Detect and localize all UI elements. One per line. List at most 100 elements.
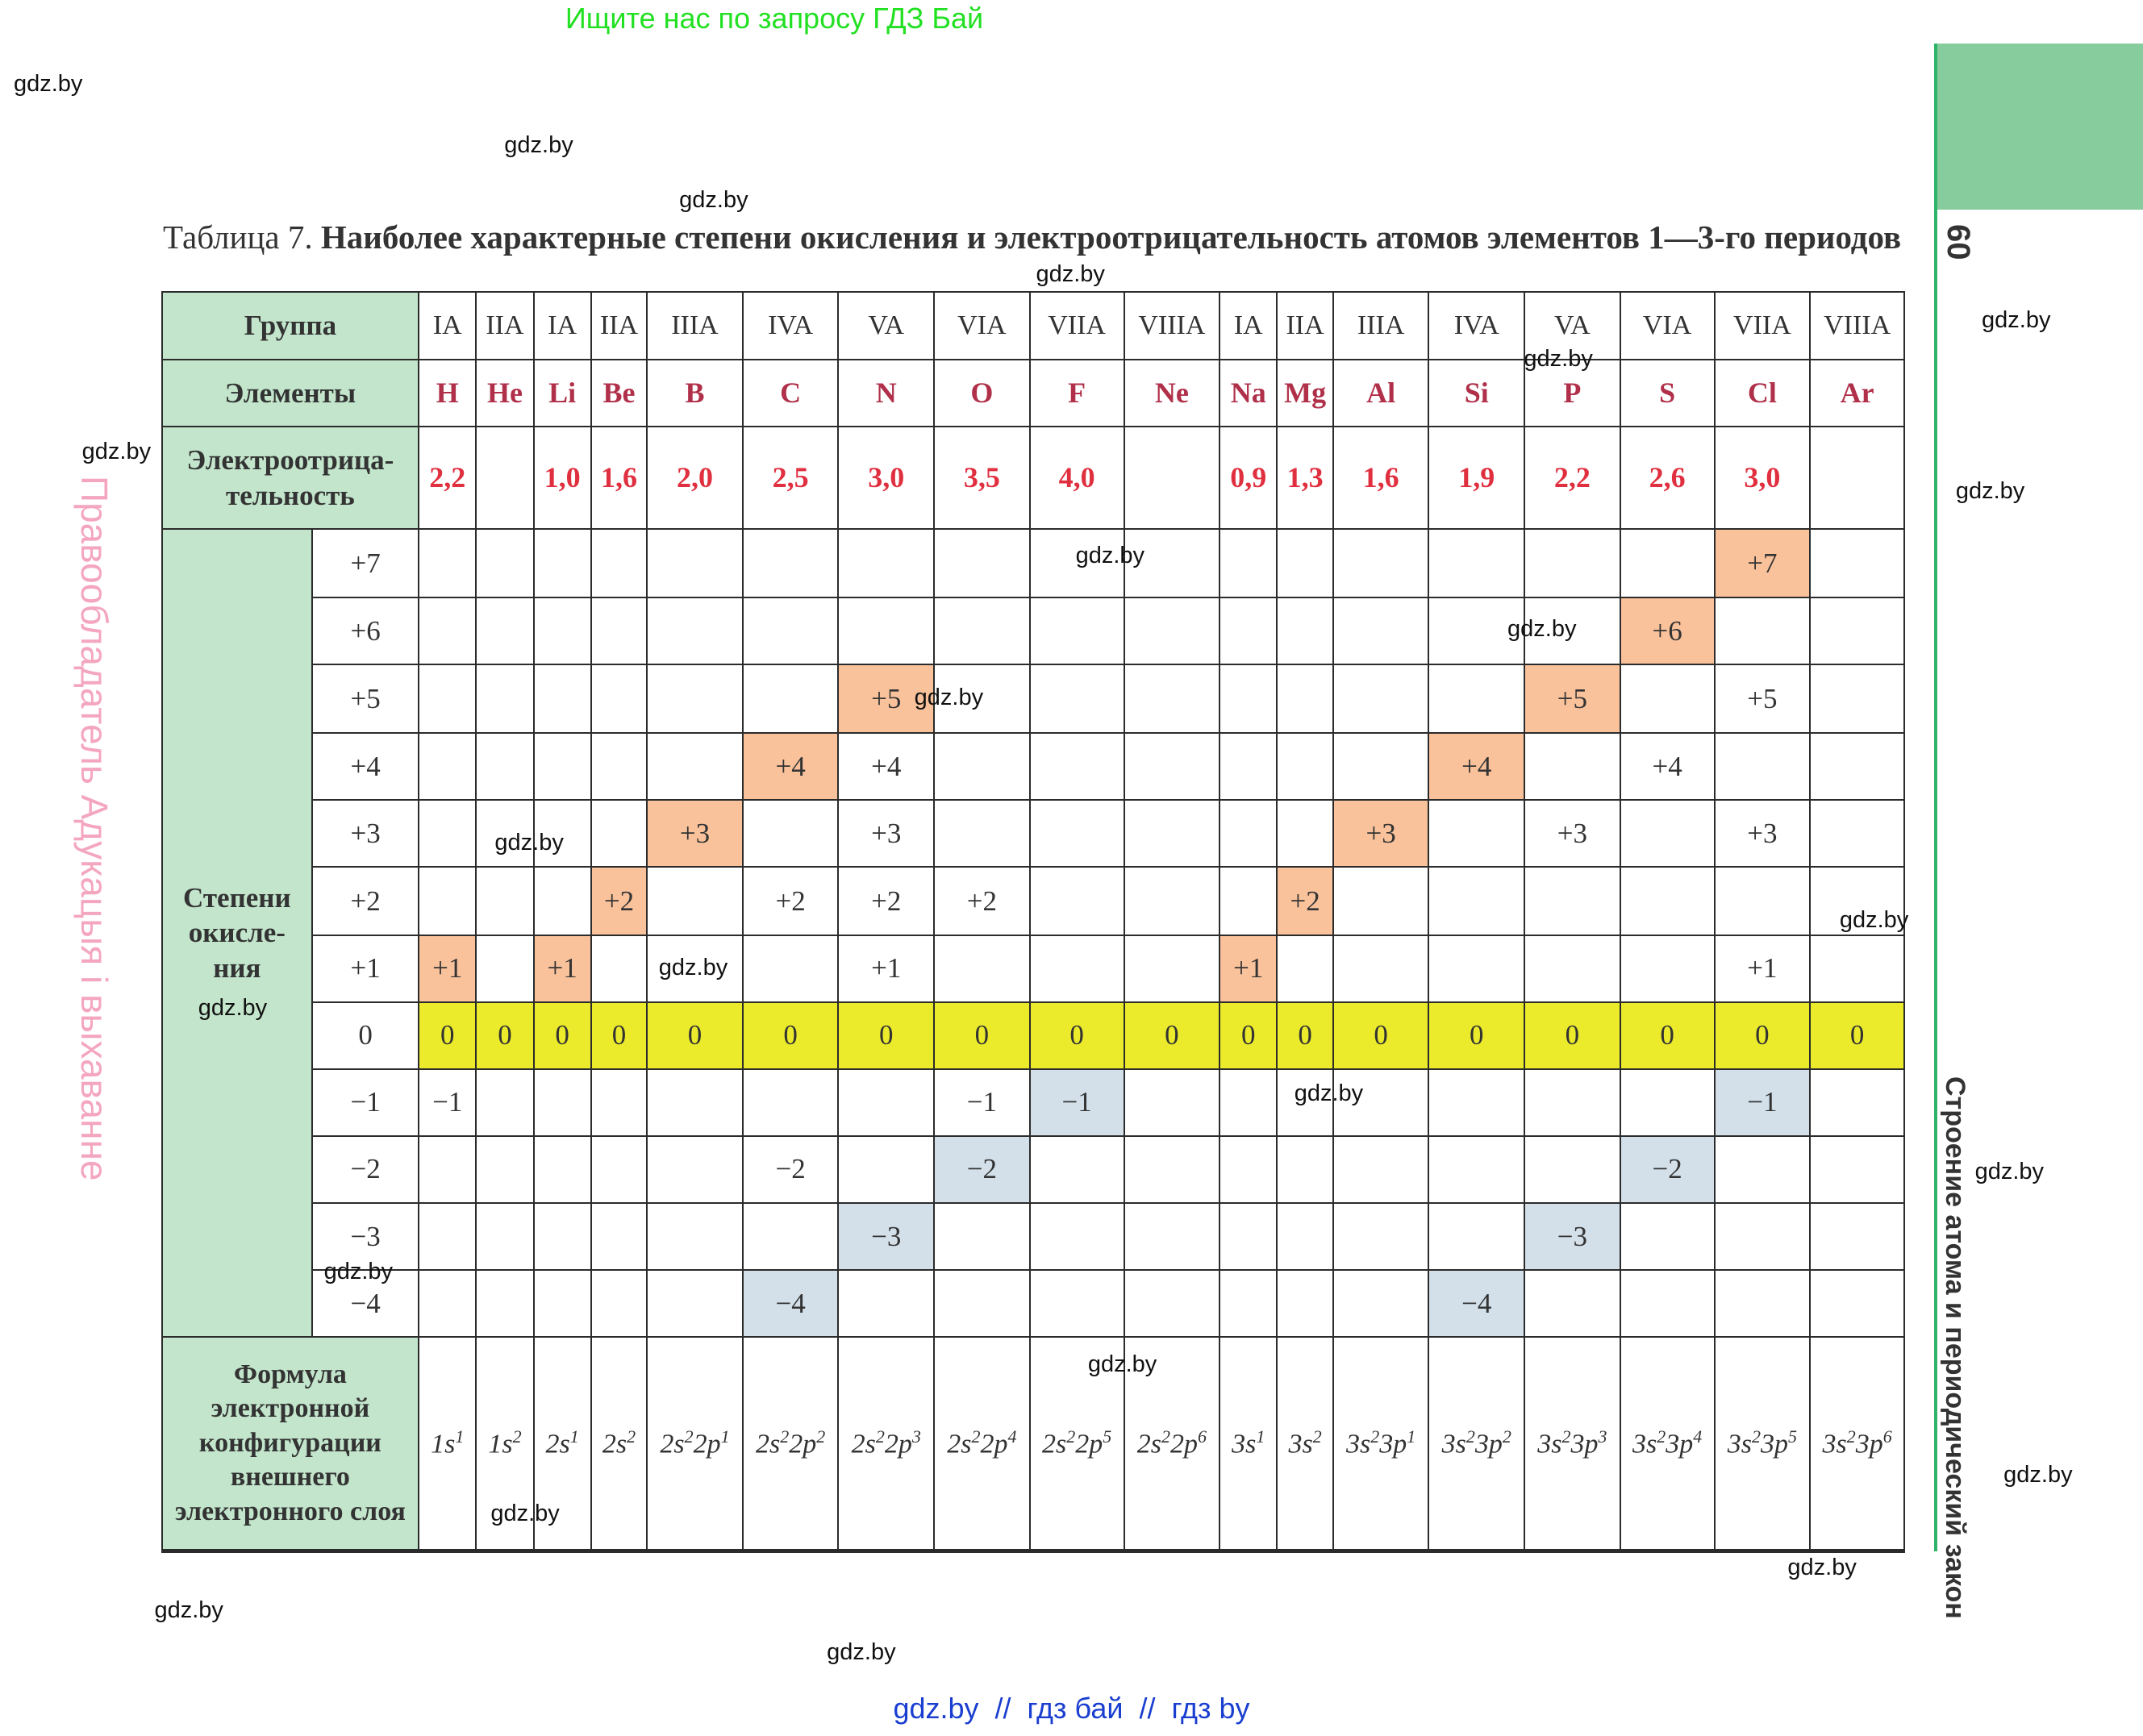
oxidation-cell bbox=[743, 1069, 840, 1137]
oxidation-cell bbox=[534, 530, 592, 599]
configuration-cell: 2s22p6 bbox=[1124, 1337, 1221, 1551]
oxidation-cell: +3 bbox=[1333, 800, 1430, 868]
oxidation-cell bbox=[1278, 530, 1334, 599]
electronegativity-cell: 2,2 bbox=[1525, 427, 1621, 531]
watermark: gdz.by bbox=[2003, 1462, 2073, 1488]
watermark: gdz.by bbox=[1075, 542, 1145, 568]
oxidation-cell bbox=[648, 733, 744, 801]
oxidation-cell: +4 bbox=[743, 733, 840, 801]
oxidation-cell bbox=[648, 598, 744, 666]
element-cell: P bbox=[1525, 360, 1621, 428]
oxidation-cell bbox=[1715, 733, 1812, 801]
watermark: gdz.by bbox=[658, 955, 728, 981]
footer-links[interactable]: gdz.by // гдз бай // гдз by bbox=[893, 1692, 1250, 1725]
orbital: 2p bbox=[693, 1429, 721, 1459]
oxidation-cell: +5 bbox=[1525, 665, 1621, 734]
electron-count: 4 bbox=[1693, 1426, 1703, 1447]
electron-count: 2 bbox=[1312, 1426, 1322, 1447]
oxidation-cell: 0 bbox=[935, 1002, 1031, 1070]
oxidation-cell: 0 bbox=[534, 1002, 592, 1070]
configuration: 3s2 bbox=[1288, 1426, 1321, 1462]
configuration: 2s22p4 bbox=[947, 1426, 1016, 1462]
oxidation-cell: +4 bbox=[1429, 733, 1526, 801]
oxidation-cell bbox=[1429, 1069, 1526, 1137]
element-cell: Si bbox=[1429, 360, 1526, 428]
oxidation-cell bbox=[477, 1270, 535, 1338]
oxidation-cell: +2 bbox=[1278, 868, 1334, 936]
oxidation-cell bbox=[839, 1270, 936, 1338]
element-cell: H bbox=[419, 360, 477, 428]
oxidation-cell bbox=[1429, 800, 1526, 868]
orbital: 2s bbox=[545, 1429, 570, 1459]
configuration-cell: 3s2 bbox=[1278, 1337, 1334, 1551]
oxidation-cell bbox=[648, 1069, 744, 1137]
oxidation-cell bbox=[1278, 1136, 1334, 1204]
oxidation-cell bbox=[1620, 530, 1716, 599]
oxidation-cell bbox=[419, 868, 477, 936]
watermark: gdz.by bbox=[1839, 907, 1909, 934]
orbital: 2s bbox=[851, 1429, 876, 1459]
oxidation-cell bbox=[477, 868, 535, 936]
oxidation-cell bbox=[1620, 1203, 1716, 1271]
group-cell: VA bbox=[1525, 292, 1621, 361]
configuration-cell: 3s23p4 bbox=[1620, 1337, 1716, 1551]
oxidation-cell: 0 bbox=[1124, 1002, 1221, 1070]
oxidation-label: +5 bbox=[313, 665, 420, 734]
oxidation-cell bbox=[1333, 1069, 1430, 1137]
element-cell: B bbox=[648, 360, 744, 428]
orbital: 2p bbox=[789, 1429, 817, 1459]
oxidation-cell bbox=[743, 1203, 840, 1271]
electron-count: 3 bbox=[1598, 1426, 1607, 1447]
oxidation-cell bbox=[1278, 1203, 1334, 1271]
oxidation-cell bbox=[1525, 868, 1621, 936]
orbital: 3p bbox=[1666, 1429, 1694, 1459]
orbital: 2s bbox=[756, 1429, 781, 1459]
electron-count: 1 bbox=[1407, 1426, 1416, 1447]
watermark: gdz.by bbox=[1507, 616, 1577, 643]
configuration-cell: 2s22p2 bbox=[743, 1337, 840, 1551]
configuration: 1s2 bbox=[488, 1426, 521, 1462]
electron-count: 2 bbox=[780, 1426, 790, 1447]
oxidation-cell bbox=[1220, 665, 1278, 734]
watermark: gdz.by bbox=[1524, 345, 1593, 372]
electron-count: 1 bbox=[455, 1426, 465, 1447]
oxidation-cell bbox=[419, 733, 477, 801]
oxidation-label: −3 bbox=[313, 1203, 420, 1271]
oxidation-cell bbox=[1715, 1270, 1812, 1338]
watermark: gdz.by bbox=[1787, 1555, 1857, 1581]
oxidation-cell: 0 bbox=[648, 1002, 744, 1070]
oxidation-cell bbox=[477, 665, 535, 734]
oxidation-cell bbox=[534, 868, 592, 936]
oxidation-cell bbox=[648, 1136, 744, 1204]
oxidation-cell: +1 bbox=[534, 935, 592, 1003]
table-border bbox=[161, 290, 1906, 1551]
group-cell: VIIIA bbox=[1124, 292, 1221, 361]
element-cell: C bbox=[743, 360, 840, 428]
electronegativity-cell: 3,0 bbox=[1715, 427, 1812, 531]
watermark: gdz.by bbox=[1974, 1158, 2045, 1184]
oxidation-cell: 0 bbox=[591, 1002, 648, 1070]
oxidation-cell: +5 bbox=[1715, 665, 1812, 734]
oxidation-cell bbox=[1525, 733, 1621, 801]
configuration-cell: 3s1 bbox=[1220, 1337, 1278, 1551]
oxidation-cell: 0 bbox=[1278, 1002, 1334, 1070]
oxidation-cell bbox=[1429, 665, 1526, 734]
orbital: 2p bbox=[884, 1429, 912, 1459]
oxidation-cell: +3 bbox=[839, 800, 936, 868]
watermark: gdz.by bbox=[1294, 1080, 1364, 1107]
watermark: gdz.by bbox=[1982, 307, 2051, 334]
element-cell: Ar bbox=[1811, 360, 1906, 428]
oxidation-cell: −4 bbox=[1429, 1270, 1526, 1338]
oxidation-cell: −2 bbox=[1620, 1136, 1716, 1204]
watermark: gdz.by bbox=[827, 1639, 896, 1666]
oxidation-cell bbox=[1124, 1203, 1221, 1271]
oxidation-cell bbox=[1124, 1069, 1221, 1137]
oxidation-cell bbox=[648, 665, 744, 734]
configuration-cell: 1s2 bbox=[477, 1337, 535, 1551]
configuration-cell: 2s2 bbox=[591, 1337, 648, 1551]
oxidation-cell: 0 bbox=[1525, 1002, 1621, 1070]
oxidation-cell bbox=[419, 1136, 477, 1204]
configuration-cell: 3s23p6 bbox=[1811, 1337, 1906, 1551]
oxidation-cell bbox=[1333, 935, 1430, 1003]
oxidation-cell bbox=[1124, 800, 1221, 868]
